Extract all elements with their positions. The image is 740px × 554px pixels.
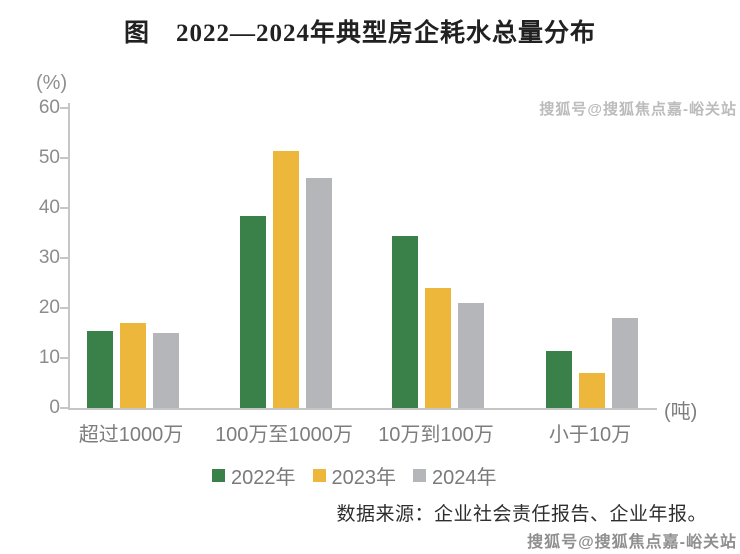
y-axis-unit-label: (%) bbox=[36, 72, 68, 94]
y-tick-mark-0 bbox=[60, 407, 68, 409]
y-tick-label-10: 10 bbox=[38, 347, 60, 368]
bar-2023年-10万到100万 bbox=[425, 288, 451, 408]
y-tick-mark-10 bbox=[60, 357, 68, 359]
legend-label: 2023年 bbox=[331, 467, 397, 489]
bar-2024年-小于10万 bbox=[612, 318, 638, 408]
y-tick-mark-30 bbox=[60, 257, 68, 259]
y-tick-label-60: 60 bbox=[38, 97, 60, 118]
y-tick-label-30: 30 bbox=[38, 247, 60, 268]
y-tick-mark-60 bbox=[60, 107, 68, 109]
legend-label: 2024年 bbox=[432, 467, 497, 489]
y-tick-mark-50 bbox=[60, 157, 68, 159]
chart-title: 图 2022—2024年典型房企耗水总量分布 bbox=[123, 20, 596, 47]
y-tick-mark-40 bbox=[60, 207, 68, 209]
legend-swatch-icon bbox=[312, 469, 326, 482]
bar-2024年-100万至1000万 bbox=[306, 178, 332, 408]
plot-area: 0 10 20 30 40 50 60 bbox=[39, 97, 657, 418]
bar-2024年-10万到100万 bbox=[458, 303, 484, 408]
legend-item-2023年: 2023年 bbox=[312, 461, 397, 490]
bar-2023年-100万至1000万 bbox=[273, 150, 299, 408]
bar-2022年-超过1000万 bbox=[87, 330, 113, 408]
legend-swatch-icon bbox=[413, 469, 426, 482]
legend-item-2022年: 2022年 bbox=[212, 461, 296, 490]
legend: 2022年 2023年 2024年 bbox=[212, 461, 497, 490]
y-tick-label-0: 0 bbox=[49, 397, 60, 418]
watermark-top-right: 搜狐号@搜狐焦点嘉-峪关站 bbox=[539, 101, 737, 118]
x-category-label-3: 小于10万 bbox=[548, 424, 632, 446]
legend-label: 2022年 bbox=[231, 467, 296, 489]
watermark-bottom-right: 搜狐号@搜狐焦点嘉-峪关站 bbox=[527, 534, 737, 551]
y-tick-label-20: 20 bbox=[38, 297, 60, 318]
x-category-label-2: 10万到100万 bbox=[378, 424, 494, 446]
data-source-note: 数据来源：企业社会责任报告、企业年报。 bbox=[336, 504, 707, 525]
x-category-label-0: 超过1000万 bbox=[78, 424, 184, 446]
bar-2023年-超过1000万 bbox=[120, 323, 146, 408]
y-tick-label-40: 40 bbox=[38, 197, 60, 218]
y-tick-label-50: 50 bbox=[38, 147, 60, 168]
bar-2022年-100万至1000万 bbox=[240, 215, 266, 408]
legend-swatch-icon bbox=[212, 469, 225, 482]
bar-2024年-超过1000万 bbox=[153, 333, 179, 408]
y-tick-mark-20 bbox=[60, 307, 68, 309]
x-category-label-1: 100万至1000万 bbox=[215, 424, 353, 446]
legend-item-2024年: 2024年 bbox=[413, 461, 497, 490]
x-axis-unit-label: (吨) bbox=[664, 401, 698, 423]
bar-2022年-10万到100万 bbox=[392, 235, 418, 408]
bar-2023年-小于10万 bbox=[579, 373, 605, 408]
bar-2022年-小于10万 bbox=[546, 350, 572, 408]
